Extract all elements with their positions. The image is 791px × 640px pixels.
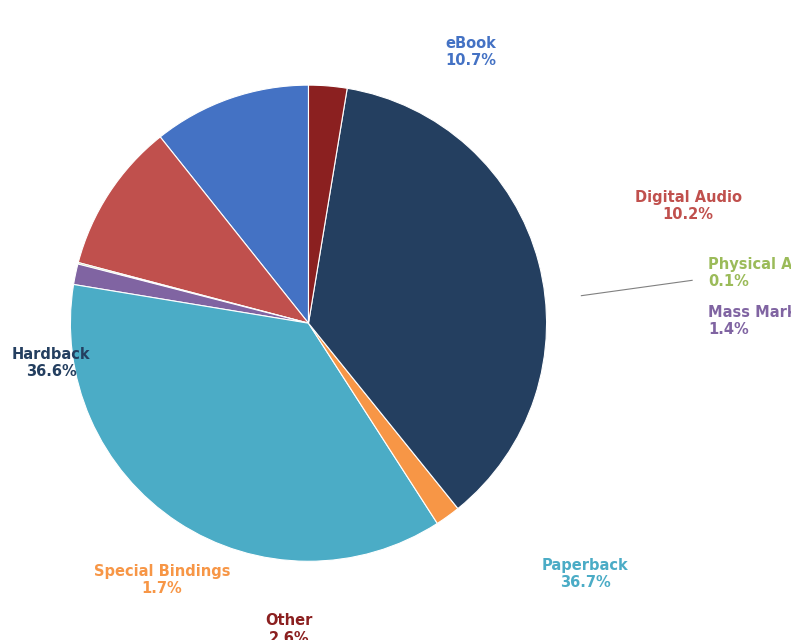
- Text: Digital Audio: Digital Audio: [634, 190, 742, 205]
- Text: 1.4%: 1.4%: [708, 323, 749, 337]
- Text: 36.7%: 36.7%: [560, 575, 611, 590]
- Text: 2.6%: 2.6%: [268, 631, 309, 640]
- Text: 36.6%: 36.6%: [26, 364, 77, 379]
- Text: 10.7%: 10.7%: [445, 54, 496, 68]
- Wedge shape: [308, 323, 458, 524]
- Wedge shape: [74, 264, 308, 323]
- Wedge shape: [70, 284, 437, 561]
- Text: eBook: eBook: [445, 36, 496, 51]
- Text: Other: Other: [265, 614, 312, 628]
- Text: Mass Market: Mass Market: [708, 305, 791, 320]
- Wedge shape: [78, 262, 308, 323]
- Text: 0.1%: 0.1%: [708, 275, 749, 289]
- Wedge shape: [161, 85, 308, 323]
- Text: Physical Audio: Physical Audio: [708, 257, 791, 272]
- Wedge shape: [308, 88, 547, 509]
- Text: 1.7%: 1.7%: [142, 582, 183, 596]
- Wedge shape: [78, 137, 308, 323]
- Text: Special Bindings: Special Bindings: [94, 564, 230, 579]
- Text: Hardback: Hardback: [12, 347, 91, 362]
- Wedge shape: [308, 85, 347, 323]
- Text: Paperback: Paperback: [542, 558, 629, 573]
- Text: 10.2%: 10.2%: [663, 207, 713, 222]
